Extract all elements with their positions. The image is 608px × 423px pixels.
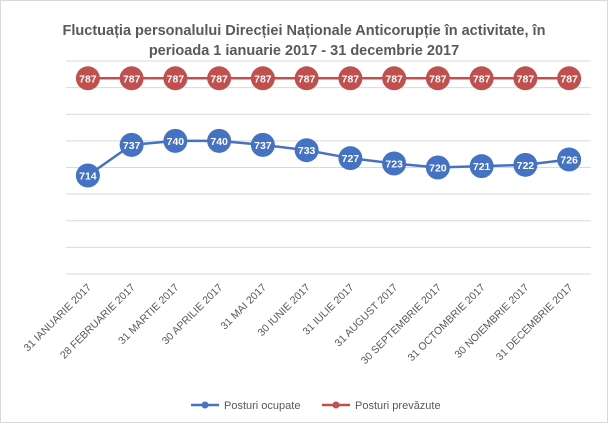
legend: Posturi ocupate Posturi prevăzute xyxy=(191,400,441,412)
legend-label-1: Posturi prevăzute xyxy=(355,400,441,412)
data-label-0-2: 740 xyxy=(167,136,185,148)
data-point-1-5 xyxy=(294,66,319,91)
x-tick-label-8: 30 SEPTEMBRIE 2017 xyxy=(359,282,444,367)
data-points: 714 737 740 740 737 733 727 723 720 721 722 726 787 7… xyxy=(75,66,582,188)
data-label-1-10: 787 xyxy=(517,73,535,85)
data-point-1-9 xyxy=(469,66,494,91)
data-point-1-8 xyxy=(425,66,450,91)
data-label-0-0: 714 xyxy=(79,170,97,182)
data-point-0-1 xyxy=(119,132,144,157)
data-label-0-4: 737 xyxy=(254,140,272,152)
data-label-1-4: 787 xyxy=(254,73,272,85)
data-label-0-7: 723 xyxy=(385,159,403,171)
x-tick-label-10: 30 NOIEMBRIE 2017 xyxy=(452,282,531,361)
data-point-1-7 xyxy=(382,66,407,91)
data-label-1-1: 787 xyxy=(123,73,141,85)
data-label-0-9: 721 xyxy=(473,161,491,173)
data-point-1-0 xyxy=(75,66,100,91)
series-lines xyxy=(87,77,570,177)
data-label-0-11: 726 xyxy=(560,155,578,167)
data-label-0-1: 737 xyxy=(123,140,141,152)
data-label-1-2: 787 xyxy=(167,73,185,85)
data-label-0-6: 727 xyxy=(342,153,360,165)
data-point-0-2 xyxy=(163,128,188,153)
data-point-1-6 xyxy=(338,66,363,91)
data-label-1-8: 787 xyxy=(429,73,447,85)
x-tick-label-1: 28 FEBRUARIE 2017 xyxy=(58,282,138,362)
chart-title: Fluctuația personalului Direcției Națion… xyxy=(63,23,546,59)
data-label-0-8: 720 xyxy=(429,163,447,175)
data-point-0-5 xyxy=(294,138,319,163)
data-label-1-5: 787 xyxy=(298,73,316,85)
data-point-0-4 xyxy=(250,132,275,157)
data-label-1-6: 787 xyxy=(342,73,360,85)
data-point-1-2 xyxy=(163,66,188,91)
data-label-1-9: 787 xyxy=(473,73,491,85)
data-label-1-7: 787 xyxy=(385,73,403,85)
legend-label-0: Posturi ocupate xyxy=(224,400,300,412)
data-point-1-11 xyxy=(557,66,582,91)
data-point-0-7 xyxy=(382,151,407,176)
data-label-1-11: 787 xyxy=(560,73,578,85)
data-label-1-3: 787 xyxy=(210,73,228,85)
legend-marker-1 xyxy=(332,401,340,409)
data-point-0-3 xyxy=(207,128,232,153)
chart-title-line-1: Fluctuația personalului Direcției Națion… xyxy=(63,23,546,39)
data-point-0-8 xyxy=(425,155,450,180)
data-point-1-4 xyxy=(250,66,275,91)
data-label-1-0: 787 xyxy=(79,73,97,85)
data-label-0-3: 740 xyxy=(210,136,228,148)
data-point-0-6 xyxy=(338,146,363,171)
data-label-0-5: 733 xyxy=(298,145,316,157)
legend-marker-0 xyxy=(201,401,209,409)
x-tick-label-11: 31 DECEMBRIE 2017 xyxy=(494,282,576,364)
data-point-1-3 xyxy=(207,66,232,91)
data-point-0-9 xyxy=(469,154,494,179)
data-point-0-10 xyxy=(513,152,538,177)
series-line-0 xyxy=(87,139,570,177)
data-point-0-0 xyxy=(75,163,100,188)
data-label-0-10: 722 xyxy=(517,160,535,172)
data-point-0-11 xyxy=(557,147,582,172)
gridlines xyxy=(66,60,591,275)
chart-title-line-2: perioada 1 ianuarie 2017 - 31 decembrie … xyxy=(149,43,459,59)
data-point-1-10 xyxy=(513,66,538,91)
data-point-1-1 xyxy=(119,66,144,91)
x-tick-label-9: 31 OCTOMBRIE 2017 xyxy=(406,282,488,364)
